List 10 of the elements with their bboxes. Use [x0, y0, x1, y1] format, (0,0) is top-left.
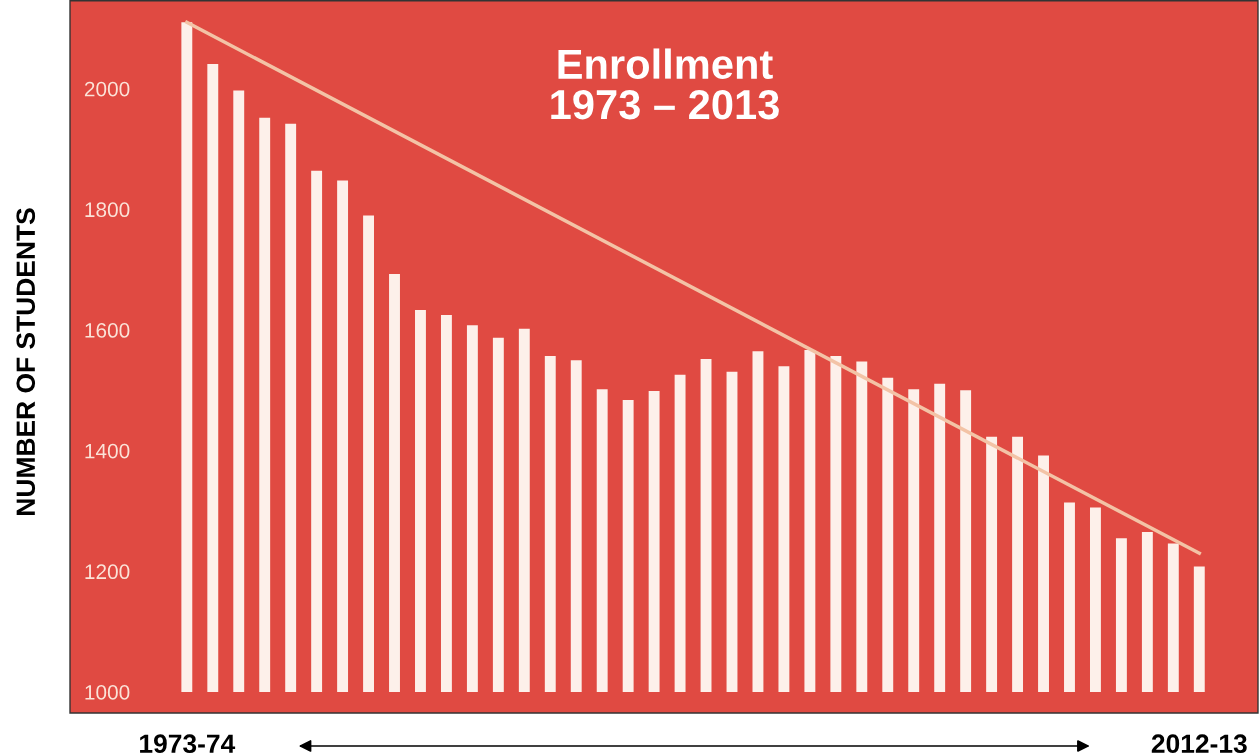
y-tick-label: 2000	[84, 81, 130, 97]
y-axis-title: NUMBER OF STUDENTS	[16, 208, 36, 515]
y-tick-label: 1800	[85, 202, 130, 218]
x-tick-label: 1973-74	[140, 734, 236, 754]
y-tick-label: 1400	[85, 443, 130, 459]
y-tick-label: 1600	[85, 323, 130, 338]
y-tick-label: 1000	[85, 685, 130, 700]
y-tick-label: 1200	[85, 564, 130, 580]
x-tick-label: 2012-13	[1151, 734, 1247, 754]
text: Enrollment 1973 – 2013	[551, 48, 779, 120]
